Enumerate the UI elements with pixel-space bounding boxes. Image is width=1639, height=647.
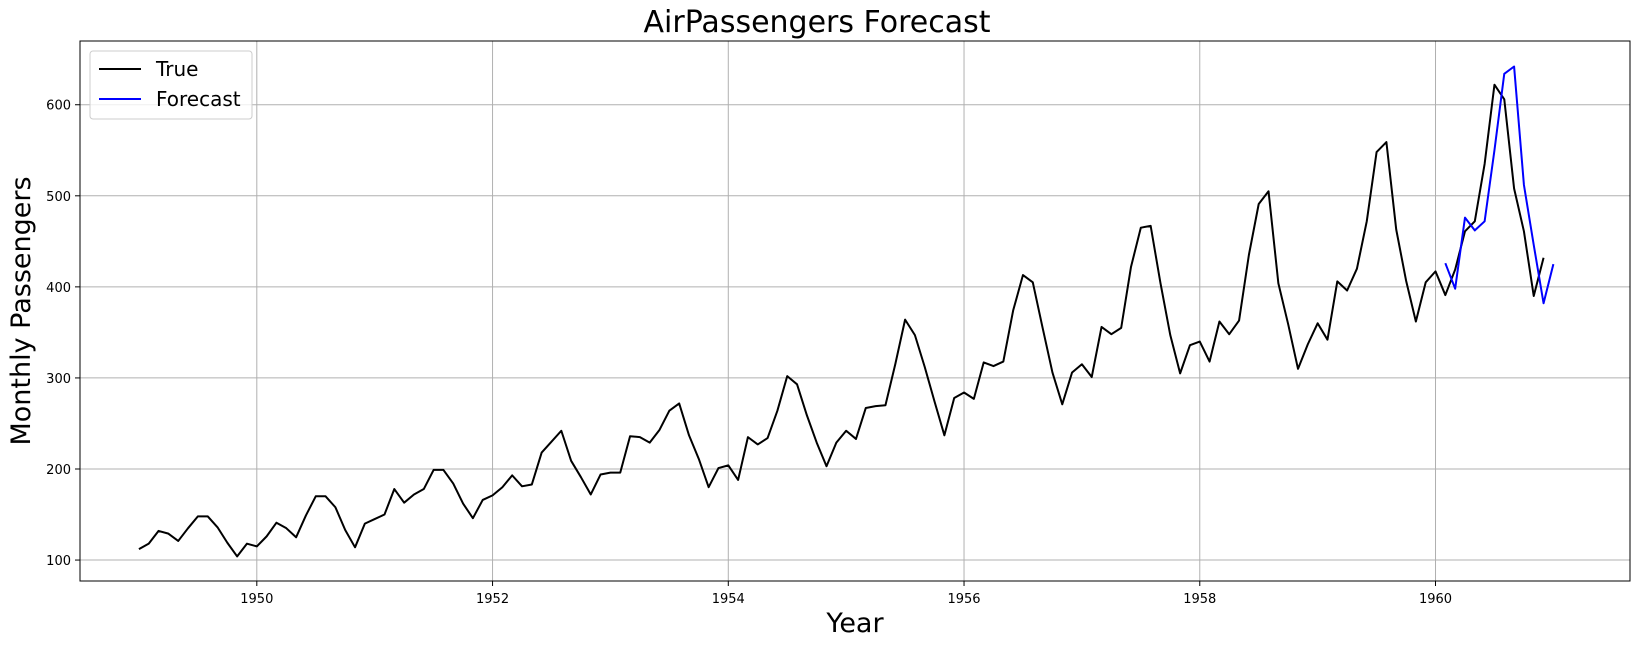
x-tick-label: 1960 (1419, 592, 1452, 607)
x-tick-label: 1952 (476, 592, 509, 607)
y-tick-label: 400 (46, 281, 71, 296)
plot-frame (79, 40, 1631, 582)
series-line-true (138, 83, 1545, 558)
chart-title: AirPassengers Forecast (644, 5, 991, 40)
y-axis-label: Monthly Passengers (6, 176, 37, 445)
grid (80, 41, 1630, 581)
legend-label-forecast: Forecast (156, 87, 241, 111)
x-tick-label: 1956 (947, 592, 980, 607)
y-tick-label: 100 (46, 554, 71, 569)
y-axis: 100 200 300 400 500 600 (46, 99, 80, 569)
x-tick-label: 1950 (240, 592, 273, 607)
legend: True Forecast (89, 50, 253, 120)
y-tick-label: 200 (46, 463, 71, 478)
y-tick-label: 600 (46, 99, 71, 114)
series-line-forecast (1444, 65, 1555, 305)
x-tick-label: 1958 (1183, 592, 1216, 607)
y-tick-label: 300 (46, 372, 71, 387)
x-axis-label: Year (825, 608, 884, 639)
x-tick-label: 1954 (712, 592, 745, 607)
y-tick-label: 500 (46, 190, 71, 205)
legend-label-true: True (155, 57, 198, 81)
x-axis: 1950 1952 1954 1956 1958 1960 (240, 581, 1452, 607)
series-layer (138, 65, 1555, 558)
